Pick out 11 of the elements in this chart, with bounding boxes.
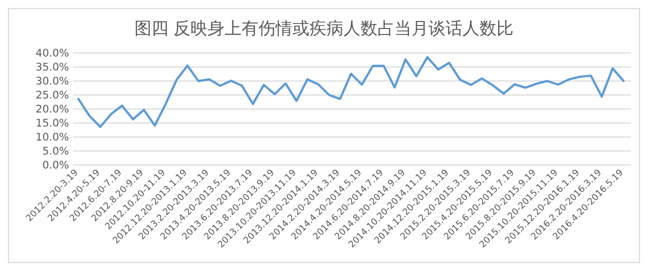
y-tick-label: 30.0% xyxy=(36,76,70,88)
y-tick-label: 10.0% xyxy=(36,132,70,144)
y-tick-label: 5.0% xyxy=(42,146,70,158)
y-tick-label: 40.0% xyxy=(36,48,70,60)
y-tick-label: 20.0% xyxy=(36,104,70,116)
y-tick-label: 25.0% xyxy=(36,90,70,102)
line-series xyxy=(77,56,625,128)
y-tick-label: 15.0% xyxy=(36,118,70,130)
y-tick-label: 0.0% xyxy=(42,160,70,172)
chart-title: 图四 反映身上有伤情或疾病人数占当月谈话人数比 xyxy=(134,19,514,39)
y-tick-label: 35.0% xyxy=(36,62,70,74)
